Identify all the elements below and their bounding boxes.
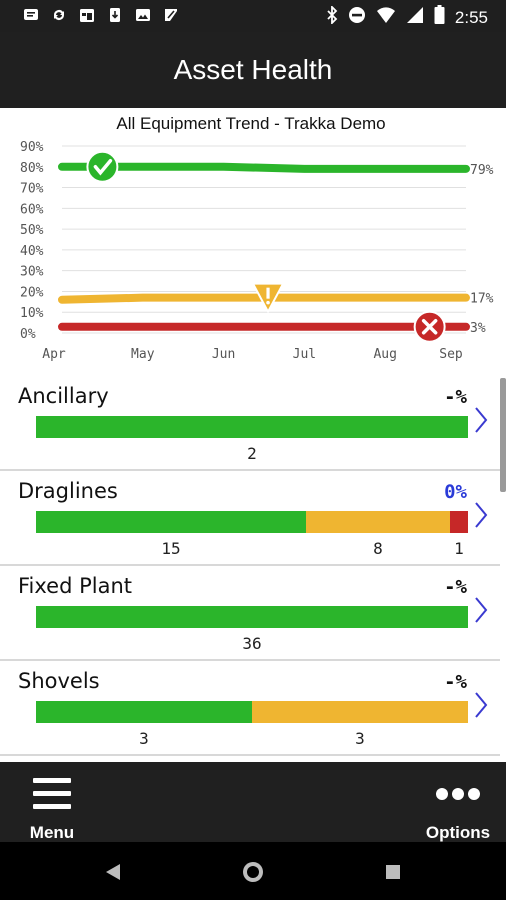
category-shovels[interactable]: Shovels -% 3 3 bbox=[0, 661, 500, 756]
category-ancillary[interactable]: Ancillary -% 2 bbox=[0, 376, 500, 471]
y-tick-label: 70% bbox=[20, 182, 44, 197]
clock-time: 2:55 bbox=[454, 7, 488, 27]
segment-count: 15 bbox=[161, 539, 181, 558]
signal-icon bbox=[406, 6, 424, 29]
sync-icon bbox=[50, 6, 68, 24]
x-tick-label: Aug bbox=[373, 347, 396, 362]
app-bar: Asset Health bbox=[0, 32, 506, 108]
recents-icon[interactable] bbox=[386, 865, 400, 879]
options-label: Options bbox=[425, 823, 491, 842]
check-icon bbox=[86, 150, 119, 183]
x-tick-label: Jun bbox=[212, 347, 235, 362]
chevron-right-icon[interactable] bbox=[472, 406, 490, 434]
health-bar bbox=[36, 606, 468, 628]
chart-title: All Equipment Trend - Trakka Demo bbox=[116, 114, 385, 133]
options-button[interactable]: Options bbox=[420, 762, 496, 842]
x-tick-label: Sep bbox=[439, 347, 463, 362]
download-icon bbox=[106, 6, 124, 24]
chevron-right-icon[interactable] bbox=[472, 596, 490, 624]
android-nav-bar bbox=[0, 842, 506, 900]
series-end-label: 79% bbox=[470, 163, 494, 178]
category-draglines[interactable]: Draglines 0% 15 8 1 bbox=[0, 471, 500, 566]
notification-icons bbox=[22, 6, 180, 24]
category-percent: 0% bbox=[444, 481, 467, 503]
page-title: Asset Health bbox=[173, 54, 333, 85]
message-icon bbox=[22, 6, 40, 24]
y-tick-label: 90% bbox=[20, 140, 44, 155]
segment-count: 3 bbox=[355, 729, 365, 748]
error-icon bbox=[413, 310, 446, 343]
health-bar bbox=[36, 416, 468, 438]
battery-icon bbox=[434, 5, 445, 30]
category-percent: -% bbox=[444, 671, 467, 693]
segment-count: 2 bbox=[247, 444, 257, 463]
y-tick-label: 30% bbox=[20, 265, 44, 280]
menu-label: Menu bbox=[29, 823, 75, 842]
green-segment bbox=[36, 416, 468, 438]
health-bar bbox=[36, 511, 468, 533]
bluetooth-icon bbox=[326, 4, 338, 29]
category-percent: -% bbox=[444, 386, 467, 408]
more-dots-icon bbox=[436, 788, 480, 800]
category-name: Shovels bbox=[18, 669, 100, 693]
green-segment bbox=[36, 606, 468, 628]
menu-button[interactable]: Menu bbox=[18, 762, 86, 842]
image-icon bbox=[134, 6, 152, 24]
y-tick-label: 20% bbox=[20, 285, 44, 300]
status-bar: 2:55 bbox=[0, 0, 506, 32]
green-segment bbox=[36, 701, 252, 723]
segment-count: 36 bbox=[242, 634, 262, 653]
category-name: Draglines bbox=[18, 479, 118, 503]
y-tick-label: 0% bbox=[20, 327, 36, 342]
y-tick-label: 50% bbox=[20, 223, 44, 238]
segment-count: 8 bbox=[373, 539, 383, 558]
hamburger-icon bbox=[33, 778, 71, 809]
category-name: Ancillary bbox=[18, 384, 109, 408]
y-tick-label: 10% bbox=[20, 306, 44, 321]
health-bar bbox=[36, 701, 468, 723]
y-tick-label: 80% bbox=[20, 161, 44, 176]
chevron-right-icon[interactable] bbox=[472, 501, 490, 529]
yellow-segment bbox=[252, 701, 468, 723]
send-icon bbox=[162, 6, 180, 24]
wifi-icon bbox=[376, 6, 396, 29]
trend-chart: All Equipment Trend - Trakka Demo 0% 10% 2… bbox=[0, 108, 506, 370]
bottom-bar: Menu Options bbox=[0, 762, 506, 842]
y-tick-label: 40% bbox=[20, 244, 44, 259]
segment-count: 3 bbox=[139, 729, 149, 748]
x-tick-label: May bbox=[131, 347, 155, 362]
category-list: Ancillary -% 2 Draglines 0% 15 8 1 Fixed P… bbox=[0, 376, 506, 760]
chevron-right-icon[interactable] bbox=[472, 691, 490, 719]
series-end-label: 17% bbox=[470, 292, 494, 307]
category-name: Fixed Plant bbox=[18, 574, 133, 598]
category-percent: -% bbox=[444, 576, 467, 598]
yellow-segment bbox=[306, 511, 450, 533]
warning-icon bbox=[252, 282, 285, 313]
back-icon[interactable] bbox=[106, 864, 120, 880]
x-tick-label: Jul bbox=[293, 347, 316, 362]
green-segment bbox=[36, 511, 306, 533]
red-segment bbox=[449, 511, 468, 533]
category-fixed-plant[interactable]: Fixed Plant -% 36 bbox=[0, 566, 500, 661]
y-tick-label: 60% bbox=[20, 202, 44, 217]
x-tick-label: Apr bbox=[42, 347, 66, 362]
series-line bbox=[58, 162, 470, 173]
system-icons: 2:55 bbox=[326, 4, 488, 30]
scrollbar-thumb[interactable] bbox=[500, 378, 506, 492]
dnd-icon bbox=[348, 6, 366, 29]
calendar-icon bbox=[78, 6, 96, 24]
trend-chart-svg: All Equipment Trend - Trakka Demo 0% 10% 2… bbox=[20, 114, 494, 362]
segment-count: 1 bbox=[454, 539, 464, 558]
series-end-label: 3% bbox=[470, 321, 486, 336]
